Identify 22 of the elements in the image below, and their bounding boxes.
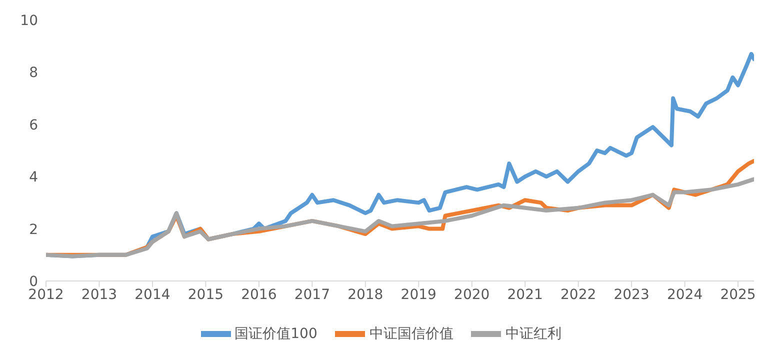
legend-label: 国证价值100 xyxy=(234,325,318,343)
x-tick-label: 2014 xyxy=(134,286,170,303)
x-tick-label: 2021 xyxy=(507,286,543,303)
y-tick-label: 4 xyxy=(29,170,38,186)
x-tick-label: 2023 xyxy=(614,286,650,303)
y-tick-label: 8 xyxy=(29,65,38,82)
line-series xyxy=(46,177,754,258)
y-tick-label: 6 xyxy=(29,117,38,134)
x-tick-label: 2015 xyxy=(188,286,224,303)
x-tick-label: 2018 xyxy=(348,286,384,303)
x-tick-label: 2016 xyxy=(241,286,277,303)
y-tick-label: 2 xyxy=(29,222,38,238)
x-tick-label: 2019 xyxy=(400,286,436,303)
legend-label: 中证红利 xyxy=(505,325,562,343)
x-tick-label: 2022 xyxy=(560,286,596,303)
x-tick-label: 2013 xyxy=(81,286,118,303)
x-tick-label: 2025 xyxy=(720,286,756,303)
x-tick-label: 2017 xyxy=(294,286,330,303)
y-tick-label: 10 xyxy=(20,12,38,29)
x-tick-label: 2020 xyxy=(454,286,490,303)
x-tick-label: 2024 xyxy=(666,286,703,303)
legend-label: 中证国信价值 xyxy=(369,325,454,343)
